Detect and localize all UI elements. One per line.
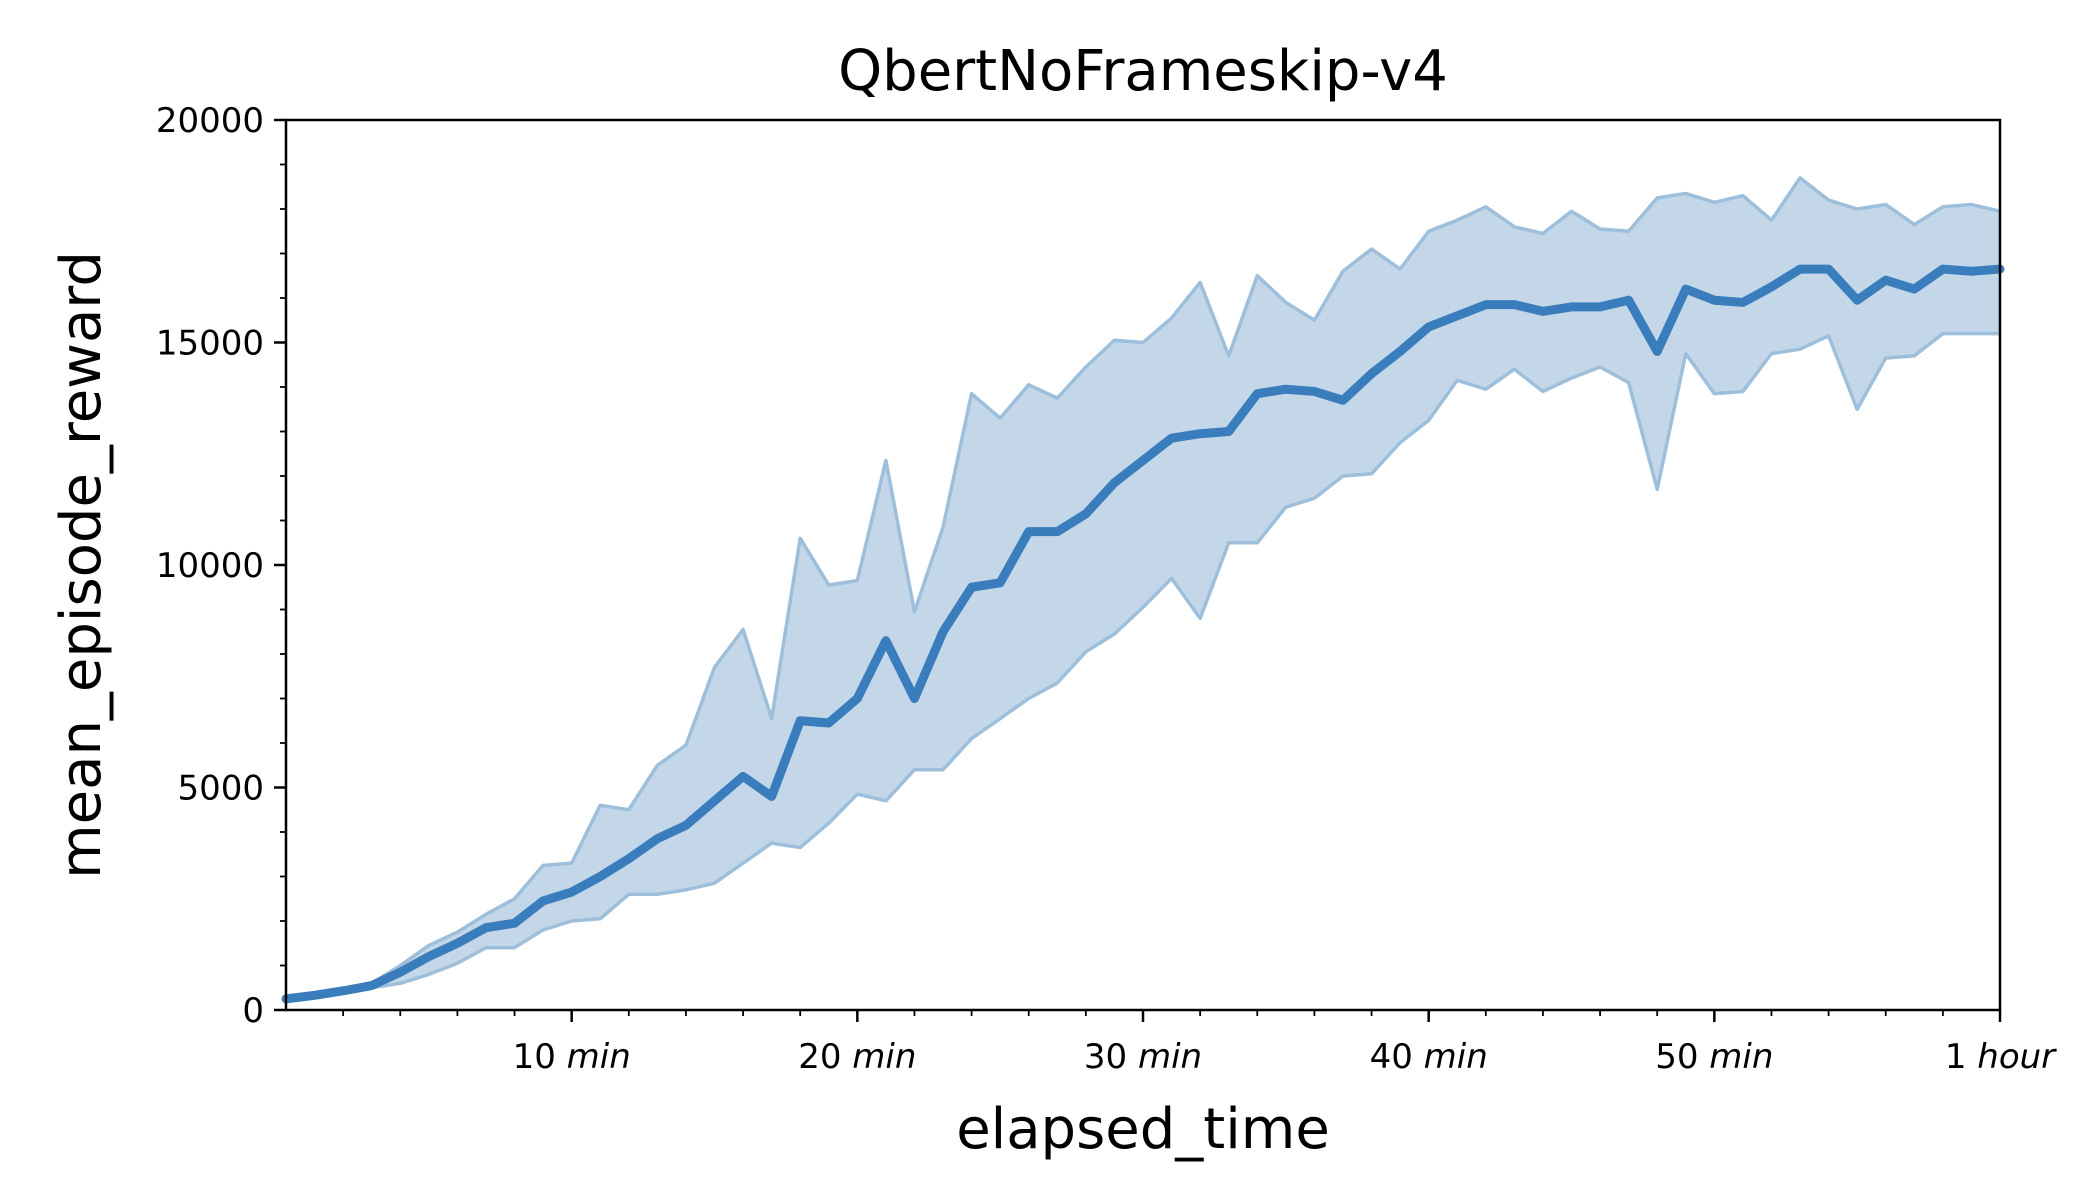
- x-tick-number: 40: [1370, 1037, 1424, 1077]
- x-tick-number: 10: [513, 1037, 567, 1077]
- band-upper-edge: [285, 176, 2001, 1001]
- mean-line: [281, 264, 2005, 1004]
- x-tick-label: 1 hour: [1945, 1037, 2057, 1077]
- plot-area: [281, 176, 2005, 1004]
- plot-frame: [284, 118, 2002, 1012]
- x-tick-label: 10 min: [513, 1037, 631, 1077]
- x-axis-label: elapsed_time: [956, 1097, 1330, 1162]
- x-tick-unit: min: [567, 1037, 631, 1077]
- x-tick-number: 50: [1655, 1037, 1709, 1077]
- x-tick-unit: hour: [1977, 1037, 2057, 1077]
- x-tick-unit: min: [852, 1037, 916, 1077]
- x-tick-number: 1: [1945, 1037, 1977, 1077]
- y-tick-label: 5000: [177, 769, 264, 809]
- x-tick-number: 20: [798, 1037, 852, 1077]
- x-tick-label: 40 min: [1370, 1037, 1488, 1077]
- x-tick-label: 50 min: [1655, 1037, 1773, 1077]
- x-axis: 10 min 20 min 30 min 40 min 50 min 1 hour: [342, 1010, 2057, 1077]
- band-lower-edge: [285, 331, 2000, 1001]
- y-tick-label: 10000: [156, 546, 264, 586]
- chart-title: QbertNoFrameskip-v4: [838, 39, 1448, 104]
- x-tick-unit: min: [1138, 1037, 1202, 1077]
- y-tick-label: 20000: [156, 101, 264, 141]
- y-tick-label: 0: [242, 991, 264, 1031]
- x-tick-unit: min: [1709, 1037, 1773, 1077]
- x-tick-number: 30: [1084, 1037, 1138, 1077]
- y-axis-label: mean_episode_reward: [49, 251, 114, 879]
- x-tick-label: 30 min: [1084, 1037, 1202, 1077]
- y-tick-label: 15000: [156, 324, 264, 364]
- x-tick-label: 20 min: [798, 1037, 916, 1077]
- x-tick-unit: min: [1424, 1037, 1488, 1077]
- y-axis: 0 5000 10000 15000 20000: [156, 101, 286, 1031]
- confidence-band: [286, 177, 2000, 999]
